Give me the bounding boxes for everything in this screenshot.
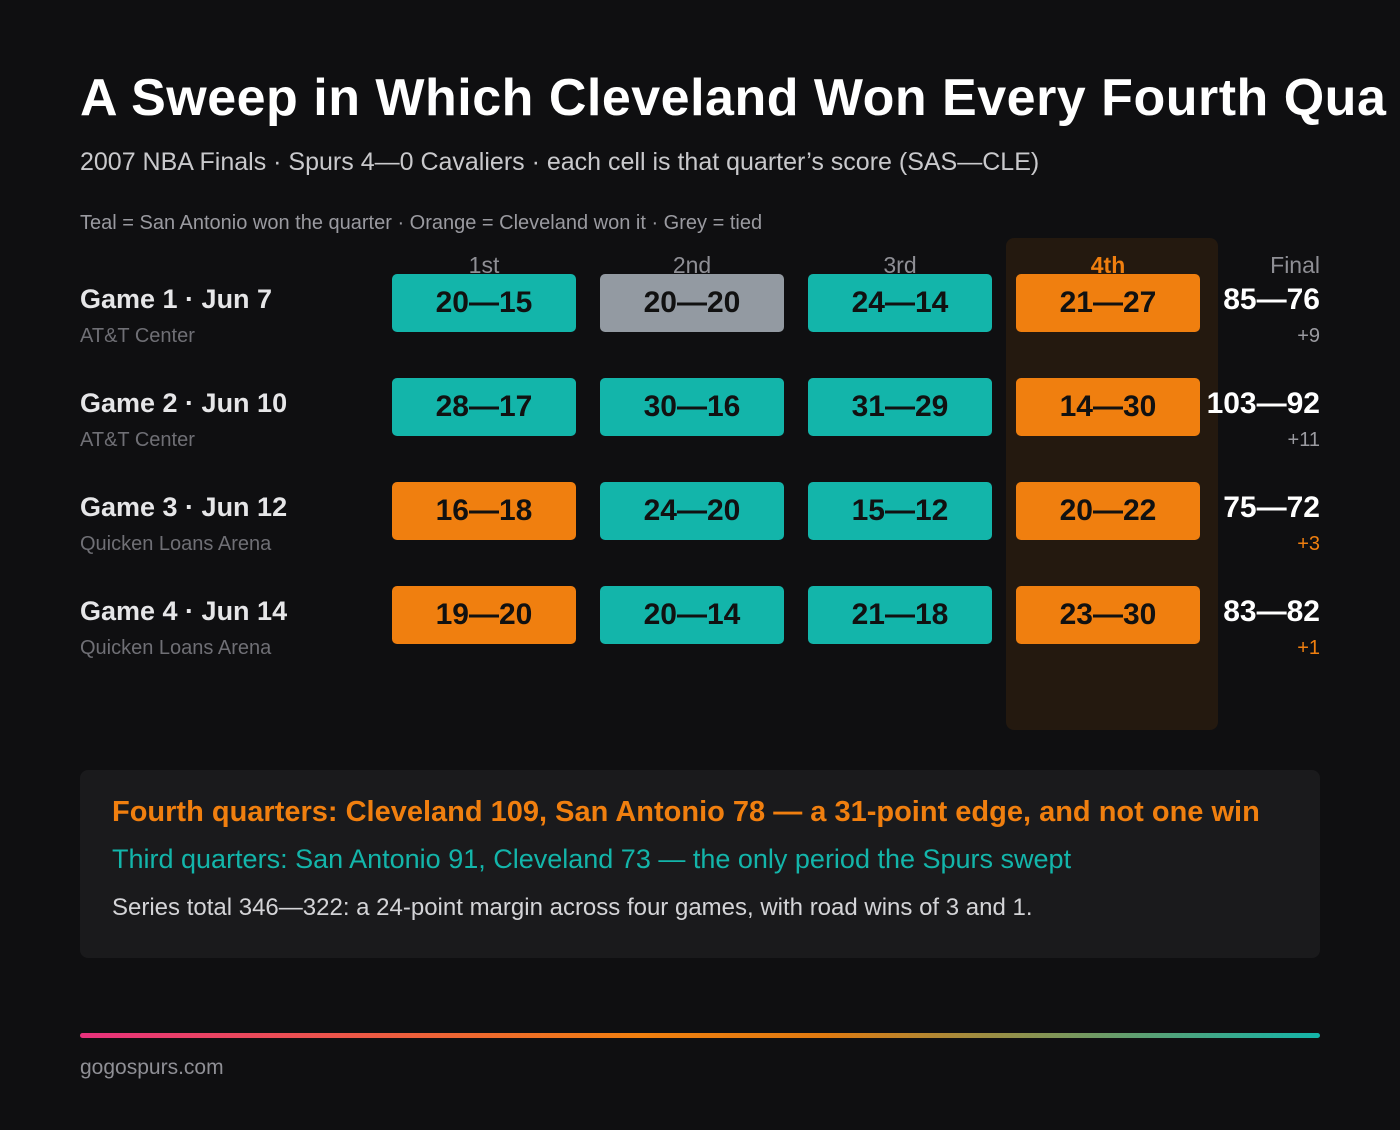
final-margin: +9 [1297,325,1320,347]
game-label: Game 4 · Jun 14 [80,596,288,626]
game-label: Game 3 · Jun 12 [80,492,288,522]
quarter-score-cell: 21—27 [1016,274,1200,332]
game-label: Game 2 · Jun 10 [80,388,288,418]
quarter-score-cell: 14—30 [1016,378,1200,436]
note-fourth-quarters: Fourth quarters: Cleveland 109, San Anto… [112,796,1260,828]
quarter-score-cell: 20—15 [392,274,576,332]
notes-panel: Fourth quarters: Cleveland 109, San Anto… [80,770,1320,958]
quarter-score-cell: 15—12 [808,482,992,540]
final-margin: +11 [1287,429,1320,451]
quarter-score-cell: 21—18 [808,586,992,644]
column-header-4th: 4th [1090,252,1126,278]
chart-subtitle: 2007 NBA Finals · Spurs 4—0 Cavaliers · … [80,148,1040,176]
game-label: Game 1 · Jun 7 [80,284,273,314]
quarter-score-cell: 20—20 [600,274,784,332]
quarter-score-cell: 20—14 [600,586,784,644]
note-third-quarters: Third quarters: San Antonio 91, Clevelan… [112,844,1072,874]
final-score: 85—76 [1223,283,1320,316]
chart-title: A Sweep in Which Cleveland Won Every Fou… [80,69,1387,127]
final-margin: +3 [1297,533,1320,555]
final-score: 83—82 [1223,595,1320,628]
quarter-score-cell: 16—18 [392,482,576,540]
final-score: 103—92 [1206,387,1320,420]
venue-label: AT&T Center [80,325,195,347]
quarter-score-cell: 23—30 [1016,586,1200,644]
column-header-2nd: 2nd [672,252,712,278]
gradient-divider [80,1033,1320,1038]
final-score: 75—72 [1223,491,1320,524]
note-series-total: Series total 346—322: a 24-point margin … [112,894,1033,921]
quarter-score-cell: 24—20 [600,482,784,540]
final-margin: +1 [1297,637,1320,659]
quarter-score-cell: 20—22 [1016,482,1200,540]
venue-label: Quicken Loans Arena [80,533,272,555]
column-header-1st: 1st [468,252,500,278]
quarter-score-cell: 28—17 [392,378,576,436]
column-header-final: Final [1270,252,1320,278]
column-header-3rd: 3rd [883,252,917,278]
source-credit: gogospurs.com [80,1056,224,1079]
venue-label: AT&T Center [80,429,195,451]
quarter-score-cell: 19—20 [392,586,576,644]
color-legend: Teal = San Antonio won the quarter · Ora… [80,212,763,234]
quarter-score-cell: 30—16 [600,378,784,436]
quarter-score-cell: 24—14 [808,274,992,332]
venue-label: Quicken Loans Arena [80,637,272,659]
quarter-score-cell: 31—29 [808,378,992,436]
